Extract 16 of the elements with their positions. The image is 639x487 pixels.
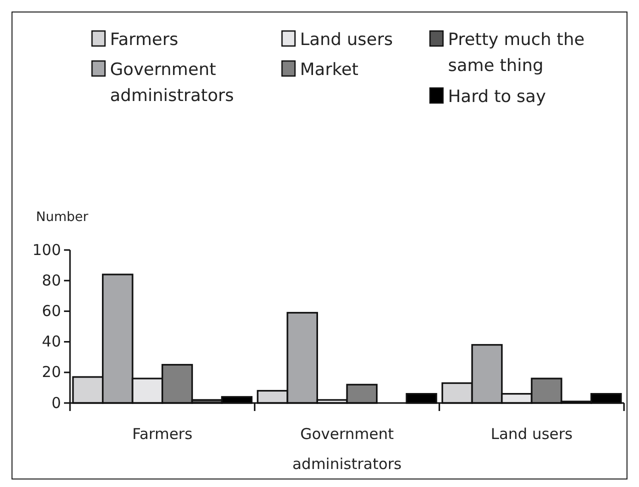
legend-label: Government administrators: [110, 60, 234, 106]
y-tick-label: 20: [42, 363, 61, 382]
legend-label: Pretty much the same thing: [448, 30, 585, 76]
x-tick-label: Land users: [490, 425, 573, 443]
y-tick-label: 0: [51, 394, 61, 412]
y-tick-label: 60: [42, 302, 61, 320]
legend-label: Hard to say: [448, 87, 546, 107]
legend-label: Market: [300, 60, 359, 80]
legend-label: Land users: [300, 30, 393, 50]
y-axis-title: Number: [36, 210, 89, 225]
x-tick-label: Farmers: [132, 425, 193, 443]
y-tick-label: 40: [42, 332, 61, 351]
y-tick-label: 100: [32, 240, 61, 259]
y-tick-label: 80: [42, 271, 61, 290]
x-tick-label: Government administrators: [292, 425, 402, 473]
legend-label: Farmers: [110, 30, 178, 50]
